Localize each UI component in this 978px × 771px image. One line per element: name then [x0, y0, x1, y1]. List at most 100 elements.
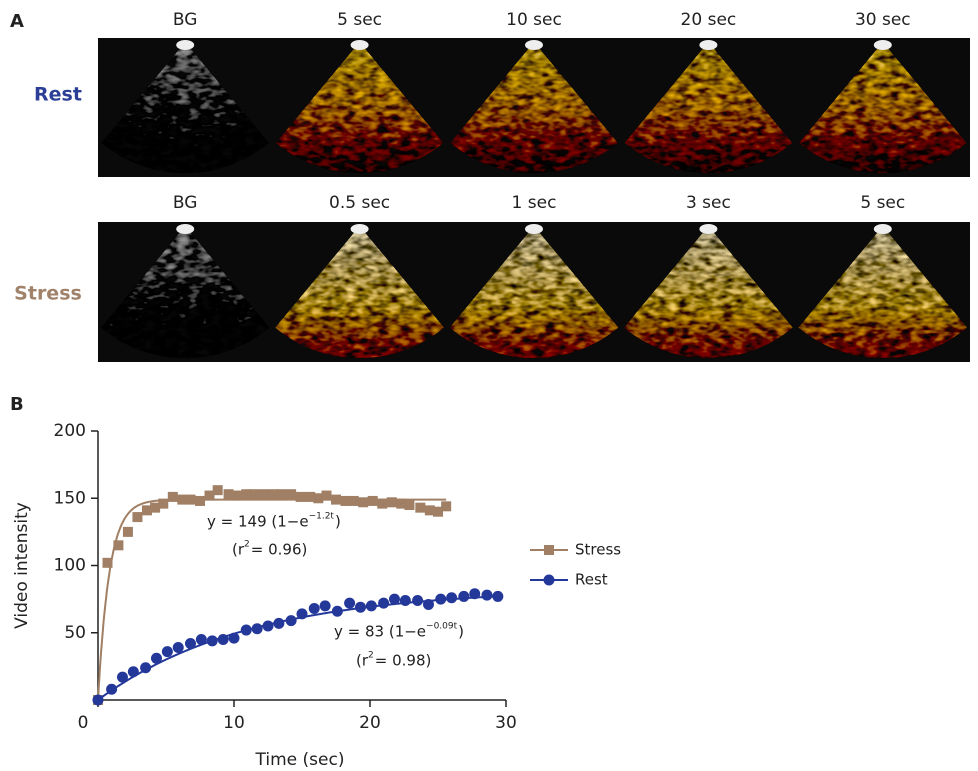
data-point: [415, 503, 425, 513]
annotation: y = 83 (1−e: [334, 623, 426, 641]
data-point: [469, 588, 480, 599]
frame-label: 20 sec: [681, 10, 737, 30]
data-point: [113, 540, 123, 550]
legend-entry: Rest: [530, 571, 608, 589]
frame-label: BG: [173, 193, 198, 213]
panel-label: B: [10, 394, 24, 415]
data-point: [320, 600, 331, 611]
figure: A B Rest BG 5 sec 10 sec 20 sec 30 sec Stress B…: [0, 0, 978, 771]
data-point: [286, 615, 297, 626]
annotation: y = 149 (1−e: [207, 513, 309, 531]
data-point: [249, 489, 259, 499]
data-point: [218, 634, 229, 645]
probe-glare: [699, 224, 717, 234]
data-point: [366, 600, 377, 611]
frame-label: 0.5 sec: [329, 193, 390, 213]
data-point: [331, 495, 341, 505]
data-point: [117, 672, 128, 683]
data-point: [128, 666, 139, 677]
data-point: [286, 489, 296, 499]
x-tick-label: 20: [359, 713, 381, 733]
data-point: [263, 621, 274, 632]
data-point: [344, 598, 355, 609]
data-point: [446, 592, 457, 603]
data-point: [387, 497, 397, 507]
data-point: [435, 594, 446, 605]
probe-glare: [351, 40, 369, 50]
data-point: [123, 527, 133, 537]
annotation: (r: [232, 541, 245, 559]
data-point: [207, 635, 218, 646]
data-point: [232, 491, 242, 501]
image-panel: Rest BG 5 sec 10 sec 20 sec 30 sec Stress BG 0.5…: [14, 10, 970, 362]
x-axis-label: Time (sec): [255, 750, 345, 770]
data-point: [441, 501, 451, 511]
data-point: [185, 495, 195, 505]
row-label: Stress: [14, 283, 82, 305]
data-point: [273, 618, 284, 629]
data-point: [173, 642, 184, 653]
x-tick-label: 0: [78, 713, 89, 733]
data-point: [103, 558, 113, 568]
data-point: [162, 646, 173, 657]
data-point: [241, 625, 252, 636]
data-point: [321, 491, 331, 501]
frame-label: 10 sec: [506, 10, 562, 30]
probe-glare: [874, 224, 892, 234]
probe-glare: [176, 40, 194, 50]
data-point: [492, 591, 503, 602]
data-point: [185, 638, 196, 649]
data-point: [106, 684, 117, 695]
y-tick-label: 50: [64, 623, 86, 643]
data-point: [404, 500, 414, 510]
frame-label: BG: [173, 10, 198, 30]
x-tick-label: 10: [223, 713, 245, 733]
row-label: Rest: [34, 84, 82, 106]
annotation-superscript: 2: [368, 651, 374, 661]
data-point: [389, 594, 400, 605]
frame-label: 30 sec: [855, 10, 911, 30]
data-point: [151, 653, 162, 664]
data-point: [481, 590, 492, 601]
probe-glare: [874, 40, 892, 50]
data-point: [358, 497, 368, 507]
data-point: [132, 512, 142, 522]
probe-glare: [699, 40, 717, 50]
annotation: = 0.96): [251, 541, 308, 559]
annotation: ): [458, 623, 464, 641]
frame-label: 3 sec: [686, 193, 731, 213]
annotation-superscript: 2: [244, 540, 250, 550]
data-point: [259, 489, 269, 499]
data-point: [158, 499, 168, 509]
data-point: [355, 602, 366, 613]
annotation: = 0.98): [375, 652, 432, 670]
data-point: [213, 485, 223, 495]
frame-label: 5 sec: [860, 193, 905, 213]
data-point: [412, 595, 423, 606]
probe-glare: [525, 224, 543, 234]
data-point: [377, 499, 387, 509]
probe-glare: [525, 40, 543, 50]
y-tick-label: 150: [54, 488, 86, 508]
legend-marker: [544, 575, 555, 586]
probe-glare: [176, 224, 194, 234]
y-tick-label: 200: [54, 421, 86, 441]
legend-label: Stress: [575, 541, 621, 559]
data-point: [400, 595, 411, 606]
data-point: [140, 662, 151, 673]
probe-glare: [351, 224, 369, 234]
annotation: (r: [356, 652, 369, 670]
panel-label: A: [10, 11, 24, 32]
data-point: [93, 695, 104, 706]
data-point: [332, 606, 343, 617]
data-point: [168, 492, 178, 502]
y-axis-label: Video intensity: [12, 502, 32, 629]
data-point: [196, 634, 207, 645]
legend-entry: Stress: [530, 541, 621, 559]
legend-label: Rest: [575, 571, 608, 589]
data-point: [423, 599, 434, 610]
data-point: [378, 598, 389, 609]
data-point: [195, 496, 205, 506]
annotation-superscript: −0.09t: [426, 622, 458, 632]
data-point: [458, 591, 469, 602]
